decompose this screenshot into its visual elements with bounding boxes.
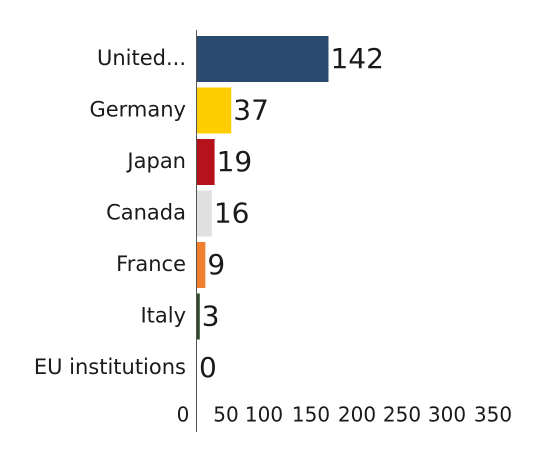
x-tick-150: 150 <box>292 403 330 427</box>
value-label-eu-institutions: 0 <box>199 351 217 384</box>
value-label-canada: 16 <box>214 197 250 230</box>
x-tick-350: 350 <box>474 403 512 427</box>
bar-italy <box>197 293 200 340</box>
category-label-eu-institutions: EU institutions <box>34 355 186 379</box>
category-label-canada: Canada <box>106 201 186 225</box>
category-label-japan: Japan <box>125 149 186 173</box>
x-tick-0: 0 <box>177 403 190 427</box>
value-label-japan: 19 <box>217 145 253 178</box>
x-tick-250: 250 <box>383 403 421 427</box>
value-labels: 142 37 19 16 9 3 0 <box>199 42 384 384</box>
x-tick-300: 300 <box>428 403 466 427</box>
category-label-italy: Italy <box>140 304 186 328</box>
x-tick-50: 50 <box>213 403 238 427</box>
category-label-france: France <box>116 252 186 276</box>
x-tick-200: 200 <box>338 403 376 427</box>
x-axis-ticks: 0 50 100 150 200 250 300 350 <box>177 403 512 427</box>
x-tick-100: 100 <box>245 403 283 427</box>
bars-layer <box>197 36 329 340</box>
bar-united <box>197 36 329 82</box>
value-label-italy: 3 <box>202 300 220 333</box>
bar-canada <box>197 190 212 237</box>
category-label-united: United... <box>97 46 186 70</box>
category-labels: United... Germany Japan Canada France Italy EU… <box>34 46 186 379</box>
value-label-germany: 37 <box>233 94 269 127</box>
bar-france <box>197 242 206 288</box>
value-label-france: 9 <box>207 248 225 281</box>
bar-germany <box>197 87 232 134</box>
bar-japan <box>197 139 215 185</box>
value-label-united: 142 <box>330 42 383 75</box>
category-label-germany: Germany <box>89 98 186 122</box>
